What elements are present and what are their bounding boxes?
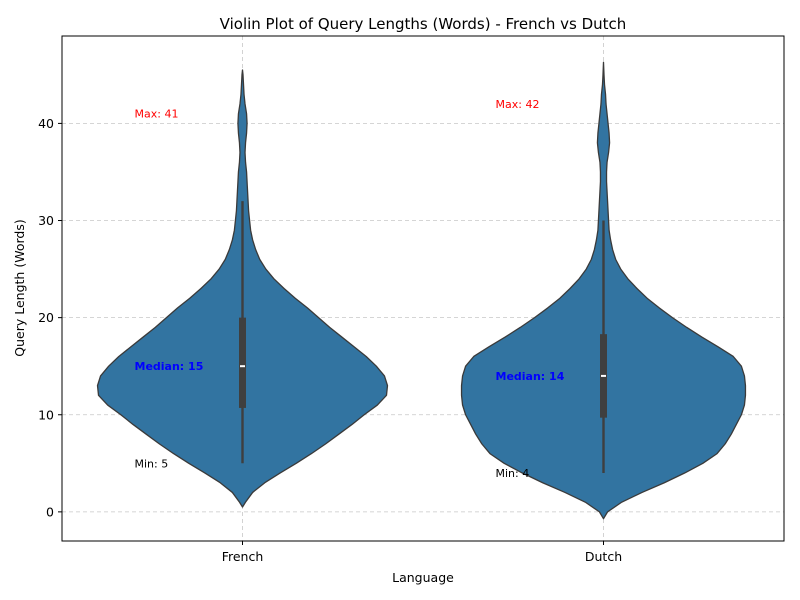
annotation-label: Median: 15 xyxy=(135,360,204,373)
x-tick-label: Dutch xyxy=(585,549,622,564)
y-tick-label: 0 xyxy=(46,504,54,519)
annotation-label: Max: 41 xyxy=(135,108,179,121)
y-tick-label: 30 xyxy=(38,213,54,228)
y-tick-label: 20 xyxy=(38,310,54,325)
iqr-box-french xyxy=(239,317,246,408)
annotation-label: Max: 42 xyxy=(496,98,540,111)
plot-frame xyxy=(61,35,785,542)
annotation-label: Min: 5 xyxy=(135,457,169,470)
y-axis-label: Query Length (Words) xyxy=(12,219,27,356)
annotation-label: Median: 14 xyxy=(496,370,565,383)
annotations: Max: 41 Median: 15 Min: 5 Max: 42 Median: 14… xyxy=(135,98,565,480)
y-tick-label: 40 xyxy=(38,116,54,131)
violins xyxy=(96,61,747,520)
x-axis-label: Language xyxy=(392,570,454,585)
x-tick-label: French xyxy=(222,549,264,564)
annotation-label: Min: 4 xyxy=(496,467,530,480)
inner-boxes xyxy=(239,201,607,474)
y-tick-label: 10 xyxy=(38,407,54,422)
chart-title: Violin Plot of Query Lengths (Words) - F… xyxy=(220,15,627,33)
axis-ticks: 0 10 20 30 40 French Dutch xyxy=(38,116,622,564)
